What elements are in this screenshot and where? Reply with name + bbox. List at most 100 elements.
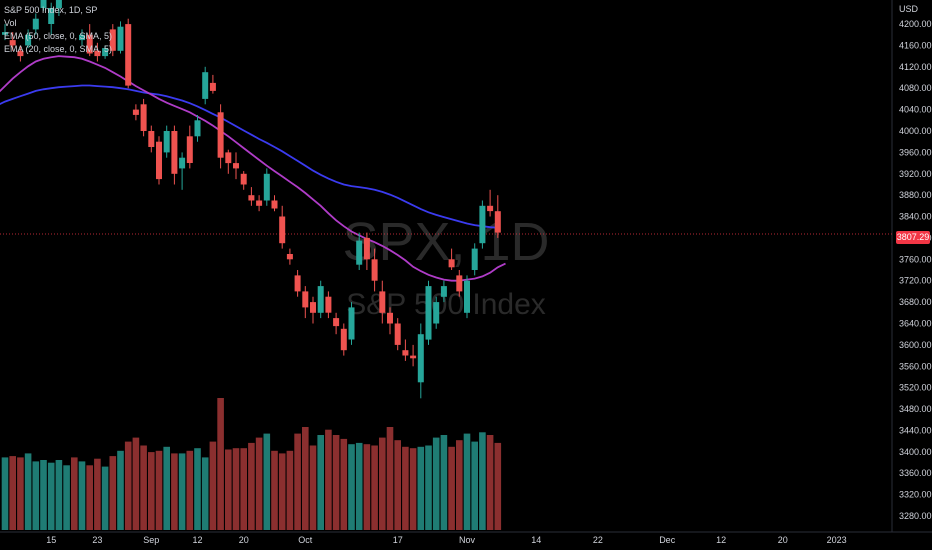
- legend-ema50[interactable]: EMA (50, close, 0, SMA, 5): [4, 31, 113, 41]
- price-tick-label: 4120.00: [899, 62, 932, 72]
- candle-body: [487, 205, 494, 212]
- price-tick-label: 3840.00: [899, 212, 932, 222]
- candle-body: [125, 24, 132, 86]
- volume-bar: [101, 466, 109, 530]
- candle-body: [48, 8, 55, 24]
- candle-body: [240, 173, 247, 185]
- price-tick-label: 4200.00: [899, 19, 932, 29]
- volume-bar: [71, 457, 78, 530]
- volume-bar: [332, 435, 340, 530]
- volume-bar: [117, 450, 124, 530]
- volume-bar: [417, 446, 425, 530]
- candle-body: [2, 32, 8, 35]
- volume-bar: [47, 462, 55, 530]
- volume-bar: [394, 440, 401, 530]
- candle-body: [479, 205, 486, 244]
- volume-bar: [486, 435, 494, 530]
- candle-body: [233, 163, 239, 169]
- time-tick-label: 22: [593, 535, 603, 545]
- candle-body: [294, 275, 301, 292]
- volume-bar: [255, 437, 263, 530]
- candle-body: [456, 275, 463, 292]
- time-tick-label: 15: [46, 535, 56, 545]
- volume-bar: [1, 457, 9, 530]
- price-tick-label: 3640.00: [899, 319, 932, 329]
- legend-ema20[interactable]: EMA (20, close, 0, SMA, 5): [4, 44, 113, 54]
- legend-title[interactable]: S&P 500 Index, 1D, SP: [4, 5, 98, 15]
- candle-body: [194, 120, 201, 137]
- volume-bar: [109, 456, 117, 530]
- volume-bar: [271, 450, 278, 530]
- price-tick-label: 3280.00: [899, 511, 932, 521]
- candle-body: [356, 240, 363, 265]
- volume-bar: [340, 438, 348, 530]
- candle-body: [379, 291, 386, 313]
- candle-body: [302, 291, 309, 308]
- volume-bar: [155, 450, 163, 530]
- candle-body: [271, 200, 278, 209]
- volume-bar: [86, 465, 93, 530]
- ema50-line: [0, 84, 498, 229]
- candle-body: [148, 131, 155, 147]
- volume-bar: [317, 435, 324, 530]
- volume-bar: [178, 453, 186, 530]
- price-tick-label: 4040.00: [899, 105, 932, 115]
- time-tick-label: 17: [393, 535, 403, 545]
- volume-bar: [371, 445, 378, 530]
- volume-bar: [302, 427, 309, 530]
- time-tick-label: 20: [778, 535, 788, 545]
- time-tick-label: Sep: [143, 535, 159, 545]
- volume-bar: [217, 398, 224, 530]
- price-tick-label: 4080.00: [899, 83, 932, 93]
- price-tick-label: 3480.00: [899, 404, 932, 414]
- candle-body: [279, 216, 286, 244]
- candle-body: [79, 34, 85, 41]
- time-axis[interactable]: 15 23 Sep 12 20 Oct 17 Nov 14 22 Dec 12 20 2023: [46, 535, 846, 545]
- volume-bar: [363, 444, 371, 530]
- volume-bar: [479, 432, 486, 530]
- volume-bar: [309, 445, 317, 530]
- legend-vol[interactable]: Vol: [4, 18, 17, 28]
- candle-body: [394, 323, 401, 345]
- volume-bar: [432, 437, 440, 530]
- candles: [2, 0, 501, 399]
- volume-bar: [248, 442, 255, 530]
- price-tick-label: 3360.00: [899, 468, 932, 478]
- candle-body: [102, 48, 109, 57]
- candle-body: [471, 248, 478, 270]
- volume-bar: [186, 450, 194, 530]
- time-tick-label: Dec: [659, 535, 676, 545]
- volume-bar: [240, 448, 247, 530]
- volume-bar: [148, 452, 155, 530]
- candle-body: [32, 18, 39, 30]
- volume-bar: [232, 448, 240, 530]
- price-tick-label: 3960.00: [899, 147, 932, 157]
- volume-bar: [379, 437, 386, 530]
- volume-bar: [201, 457, 209, 530]
- volume-bar: [124, 441, 132, 530]
- volume-bars: [1, 398, 502, 530]
- candle-body: [402, 350, 409, 356]
- volume-bar: [55, 460, 63, 530]
- candle-body: [132, 109, 139, 115]
- candle-body: [340, 328, 347, 351]
- candle-body: [86, 34, 93, 54]
- volume-bar: [348, 444, 355, 530]
- price-tick-label: 4000.00: [899, 126, 932, 136]
- candle-body: [317, 286, 324, 313]
- volume-bar: [209, 441, 217, 530]
- volume-bar: [194, 448, 201, 530]
- candle-body: [263, 173, 270, 201]
- volume-bar: [9, 456, 16, 530]
- candle-body: [448, 259, 455, 268]
- candle-body: [40, 0, 47, 8]
- volume-bar: [494, 442, 502, 530]
- volume-bar: [163, 446, 170, 530]
- candle-body: [202, 72, 209, 99]
- candle-body: [387, 312, 393, 324]
- price-tick-label: 3680.00: [899, 297, 932, 307]
- time-tick-label: 12: [716, 535, 726, 545]
- volume-bar: [94, 458, 101, 530]
- candle-body: [256, 200, 263, 206]
